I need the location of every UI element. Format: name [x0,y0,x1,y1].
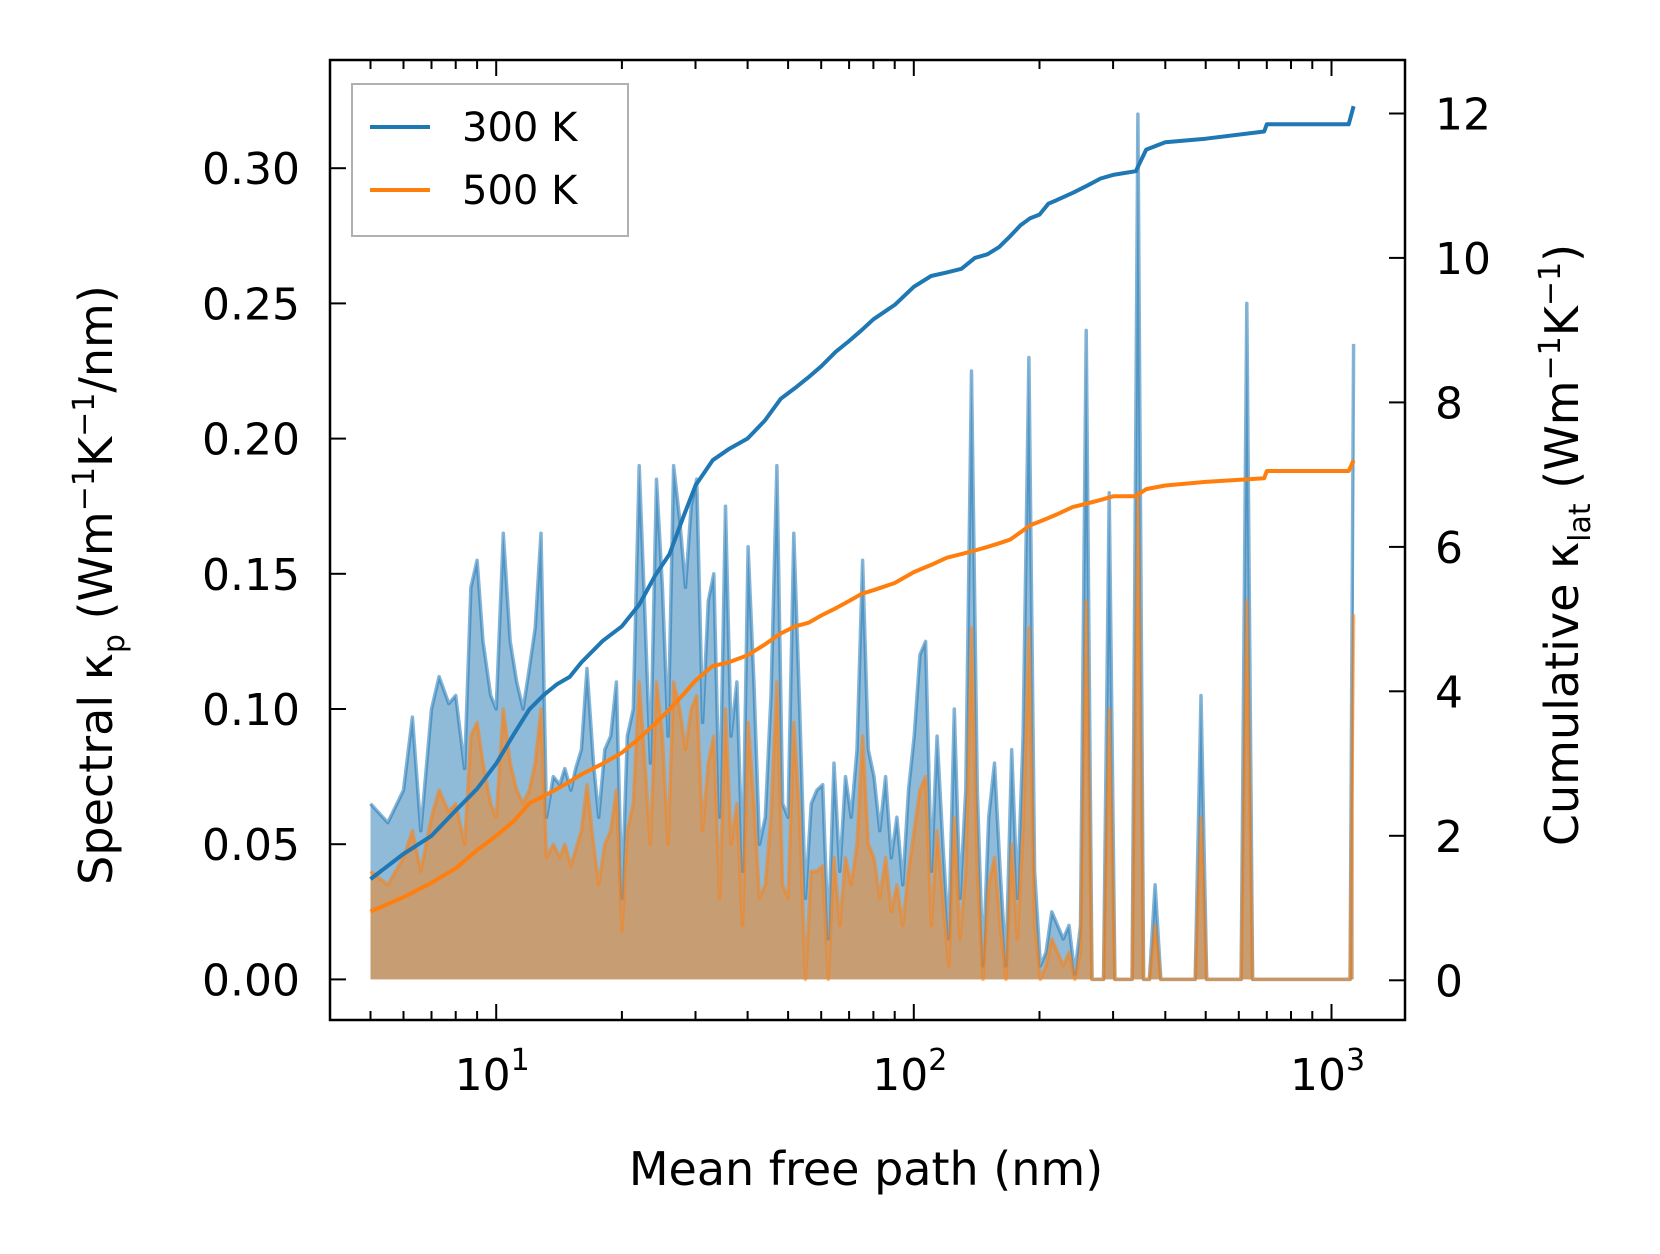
legend-label-300k: 300 K [462,105,579,151]
cumulative-line-500k [369,459,1356,914]
axes-layer: 101 102 103 0.00 0.05 0.10 0.15 0.20 0.25 0.30 0 2 4… [202,58,1491,1101]
y-axis-right-title: Cumulative κlat (Wm−1K−1) [1533,244,1598,846]
cumulative-line-300k [369,105,1356,881]
spectral-fill-500k [370,492,1354,980]
legend-label-500k: 500 K [462,168,579,214]
y-left-tick-label: 0.30 [202,144,300,195]
spectral-line-300k [369,112,1356,982]
y-axis-left-title: Spectral κp (Wm−1K−1/nm) [67,285,132,885]
legend-frame [351,83,629,237]
y-left-tick-label: 0.20 [202,415,300,466]
y-left-tick-label: 0.15 [202,550,300,601]
y-right-tick-label: 2 [1435,812,1463,863]
legend: 300 K 500 K [351,83,629,237]
x-tick-label: 102 [872,1043,947,1101]
y-right-tick-label: 4 [1435,667,1463,718]
y-left-tick-label: 0.05 [202,820,300,871]
x-tick-label: 103 [1290,1043,1365,1101]
y-left-tick-label: 0.10 [202,685,300,736]
y-left-tick-label: 0.25 [202,279,300,330]
y-right-tick-label: 12 [1435,90,1491,141]
y-right-tick-label: 8 [1435,378,1463,429]
x-tick-label: 101 [455,1043,530,1101]
plot-layer [369,105,1356,982]
y-right-tick-label: 10 [1435,234,1491,285]
y-left-tick-label: 0.00 [202,955,300,1006]
y-right-tick-label: 6 [1435,523,1463,574]
x-axis-title: Mean free path (nm) [629,1142,1103,1196]
y-right-tick-label: 0 [1435,956,1463,1007]
plot-frame [328,58,1407,1022]
spectral-line-500k [369,490,1356,982]
